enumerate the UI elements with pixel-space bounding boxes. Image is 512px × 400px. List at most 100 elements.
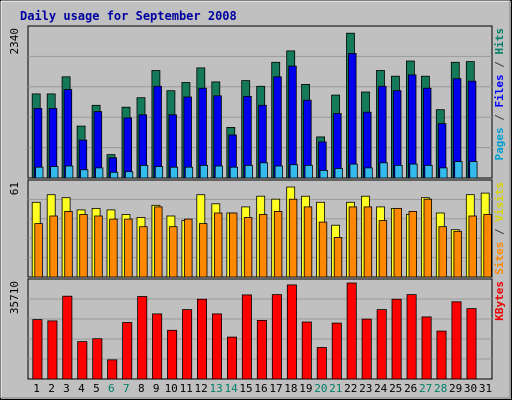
legend-part: / (493, 222, 506, 242)
bar-kbytes-day-25 (391, 298, 402, 380)
bar-kbytes-day-19 (301, 321, 312, 380)
day-label-20: 20 (314, 382, 327, 395)
bar-files-day-17 (273, 76, 282, 179)
bar-sites-day-25 (393, 207, 402, 278)
y-max-label: 61 (8, 182, 21, 195)
bar-sites-day-3 (64, 210, 73, 278)
bar-sites-day-26 (408, 210, 417, 278)
chart-title: Daily usage for September 2008 (20, 9, 237, 23)
panel-1: 2340 Pages / Files / Hits (8, 25, 506, 179)
day-label-30: 30 (464, 382, 477, 395)
bar-sites-day-24 (378, 220, 388, 278)
bar-kbytes-day-14 (226, 336, 237, 380)
day-label-7: 7 (123, 382, 130, 395)
bar-files-day-22 (348, 53, 357, 179)
bar-pages-day-26 (409, 163, 418, 179)
bar-pages-day-12 (199, 164, 208, 179)
day-label-29: 29 (449, 382, 462, 395)
bar-pages-day-13 (214, 165, 223, 179)
legend-part: Sites (493, 242, 506, 275)
bar-pages-day-7 (125, 171, 134, 179)
day-label-14: 14 (224, 382, 238, 395)
bar-kbytes-day-12 (196, 298, 207, 380)
bar-kbytes-day-15 (241, 294, 252, 380)
panel-2: 61 Sites / Visits (8, 179, 506, 278)
bar-sites-day-5 (94, 215, 103, 278)
day-label-9: 9 (153, 382, 160, 395)
panel-3: 35710 KBytes (8, 278, 506, 380)
day-label-13: 13 (209, 382, 222, 395)
legend-part: Hits (493, 28, 506, 55)
bar-pages-day-1 (35, 166, 44, 179)
bar-files-day-11 (183, 96, 192, 179)
bar-sites-day-7 (124, 218, 133, 278)
day-label-16: 16 (254, 382, 267, 395)
bar-sites-day-28 (438, 226, 447, 278)
day-label-12: 12 (194, 382, 207, 395)
bar-pages-day-3 (65, 165, 74, 179)
bar-files-day-25 (392, 90, 402, 179)
day-label-21: 21 (329, 382, 342, 395)
bar-kbytes-day-27 (421, 316, 432, 380)
day-label-17: 17 (269, 382, 282, 395)
bar-kbytes-day-10 (167, 329, 178, 380)
bar-pages-day-9 (154, 166, 164, 179)
bar-sites-day-11 (184, 218, 193, 278)
legend-part: Files (493, 74, 506, 107)
bar-files-day-26 (407, 74, 417, 179)
bar-pages-day-10 (169, 166, 179, 179)
bar-kbytes-day-6 (107, 359, 118, 380)
day-label-2: 2 (48, 382, 55, 395)
bar-pages-day-18 (289, 164, 298, 179)
bar-pages-day-23 (364, 167, 373, 179)
legend-part: / (493, 55, 506, 75)
bar-pages-day-5 (95, 167, 104, 179)
day-label-24: 24 (374, 382, 388, 395)
bar-kbytes-day-28 (436, 330, 447, 380)
bar-sites-day-15 (243, 217, 253, 278)
bar-kbytes-day-17 (271, 294, 282, 380)
legend-part: / (493, 108, 506, 128)
bar-kbytes-day-24 (376, 309, 387, 380)
bar-kbytes-day-7 (122, 322, 133, 380)
bar-kbytes-day-9 (152, 313, 163, 380)
day-label-1: 1 (33, 382, 40, 395)
bar-pages-day-4 (80, 169, 89, 179)
bar-files-day-9 (153, 85, 162, 179)
bar-sites-day-4 (79, 214, 88, 278)
day-label-26: 26 (404, 382, 417, 395)
bar-pages-day-8 (139, 164, 149, 179)
bar-sites-day-23 (363, 206, 373, 278)
y-max-label: 2340 (8, 28, 21, 55)
bar-kbytes-day-23 (361, 318, 372, 380)
day-label-8: 8 (138, 382, 145, 395)
day-label-23: 23 (359, 382, 372, 395)
series-legend: Sites / Visits (493, 182, 506, 275)
bar-pages-day-11 (184, 166, 194, 179)
bar-sites-day-12 (198, 223, 208, 278)
bar-kbytes-day-20 (316, 347, 327, 380)
bar-sites-day-6 (109, 218, 118, 278)
bar-sites-day-31 (483, 214, 492, 278)
day-labels: 1 2 3 4 5 6 7 8 9 10 11 12 13 14 15 16 17 18 19 20 21 22 23 24 2… (33, 382, 492, 395)
day-label-5: 5 (93, 382, 100, 395)
day-label-25: 25 (389, 382, 402, 395)
bar-files-day-3 (63, 89, 73, 179)
bar-pages-day-30 (469, 161, 478, 179)
bar-sites-day-21 (333, 236, 343, 278)
bar-pages-day-16 (259, 162, 268, 179)
day-label-3: 3 (63, 382, 70, 395)
bar-sites-day-16 (258, 214, 268, 278)
bar-pages-day-15 (244, 164, 253, 179)
day-label-18: 18 (284, 382, 297, 395)
bar-kbytes-day-11 (182, 309, 193, 380)
bar-pages-day-19 (304, 164, 313, 179)
panels-layer: 2340 Pages / Files / Hits 61 Sites / Visits… (8, 25, 506, 380)
day-label-28: 28 (434, 382, 447, 395)
bar-sites-day-8 (139, 226, 148, 278)
bar-pages-day-25 (394, 164, 403, 179)
bar-kbytes-day-21 (331, 322, 342, 380)
day-label-10: 10 (165, 382, 178, 395)
bar-pages-day-2 (50, 166, 59, 179)
bar-kbytes-day-16 (256, 319, 267, 380)
